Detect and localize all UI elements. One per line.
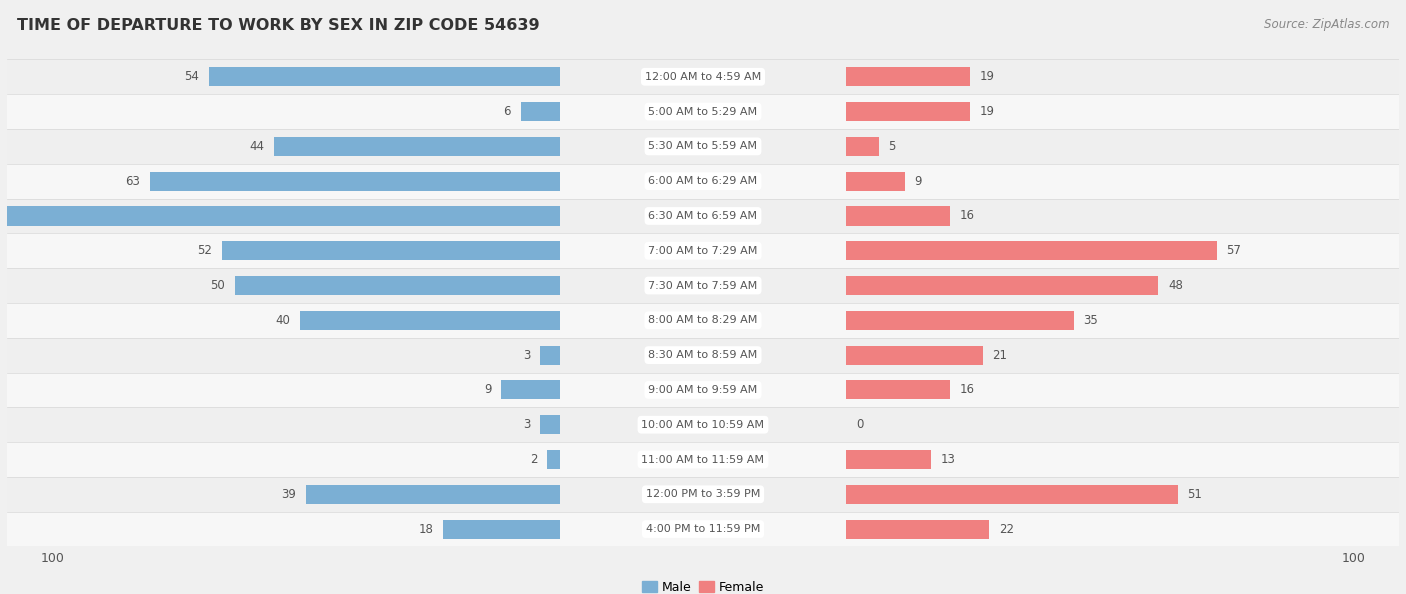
Bar bbox=[846, 346, 983, 365]
Text: 52: 52 bbox=[197, 244, 212, 257]
Bar bbox=[0, 407, 1406, 442]
Bar bbox=[846, 450, 931, 469]
Text: 16: 16 bbox=[960, 210, 974, 223]
Bar bbox=[307, 485, 560, 504]
Bar bbox=[0, 338, 1406, 372]
Text: 6:00 AM to 6:29 AM: 6:00 AM to 6:29 AM bbox=[648, 176, 758, 186]
Bar bbox=[846, 485, 1178, 504]
Bar bbox=[150, 172, 560, 191]
Text: 16: 16 bbox=[960, 383, 974, 396]
Bar bbox=[846, 172, 904, 191]
Bar bbox=[208, 67, 560, 86]
Bar bbox=[0, 164, 1406, 198]
Bar bbox=[222, 241, 560, 260]
Bar bbox=[846, 137, 879, 156]
Bar bbox=[502, 380, 560, 400]
Text: Source: ZipAtlas.com: Source: ZipAtlas.com bbox=[1264, 18, 1389, 31]
Bar bbox=[0, 233, 1406, 268]
Text: 5: 5 bbox=[889, 140, 896, 153]
Bar bbox=[0, 198, 1406, 233]
Text: 18: 18 bbox=[418, 523, 433, 536]
Bar bbox=[540, 346, 560, 365]
Text: 2: 2 bbox=[530, 453, 537, 466]
Text: TIME OF DEPARTURE TO WORK BY SEX IN ZIP CODE 54639: TIME OF DEPARTURE TO WORK BY SEX IN ZIP … bbox=[17, 18, 540, 33]
Bar bbox=[846, 276, 1159, 295]
Bar bbox=[0, 268, 1406, 303]
Bar bbox=[0, 59, 1406, 94]
Text: 12:00 AM to 4:59 AM: 12:00 AM to 4:59 AM bbox=[645, 72, 761, 82]
Bar bbox=[520, 102, 560, 121]
Bar bbox=[846, 67, 970, 86]
Text: 54: 54 bbox=[184, 70, 198, 83]
Text: 22: 22 bbox=[998, 523, 1014, 536]
Legend: Male, Female: Male, Female bbox=[637, 576, 769, 594]
Bar bbox=[443, 520, 560, 539]
Text: 12:00 PM to 3:59 PM: 12:00 PM to 3:59 PM bbox=[645, 489, 761, 500]
Text: 63: 63 bbox=[125, 175, 141, 188]
Text: 5:30 AM to 5:59 AM: 5:30 AM to 5:59 AM bbox=[648, 141, 758, 151]
Bar bbox=[846, 241, 1216, 260]
Bar bbox=[0, 442, 1406, 477]
Text: 10:00 AM to 10:59 AM: 10:00 AM to 10:59 AM bbox=[641, 420, 765, 429]
Bar bbox=[846, 206, 950, 226]
Text: 40: 40 bbox=[276, 314, 290, 327]
Text: 57: 57 bbox=[1226, 244, 1241, 257]
Bar bbox=[0, 477, 1406, 511]
Bar bbox=[0, 206, 560, 226]
Text: 6:30 AM to 6:59 AM: 6:30 AM to 6:59 AM bbox=[648, 211, 758, 221]
Text: 5:00 AM to 5:29 AM: 5:00 AM to 5:29 AM bbox=[648, 106, 758, 116]
Text: 11:00 AM to 11:59 AM: 11:00 AM to 11:59 AM bbox=[641, 454, 765, 465]
Text: 13: 13 bbox=[941, 453, 955, 466]
Text: 35: 35 bbox=[1084, 314, 1098, 327]
Bar bbox=[540, 415, 560, 434]
Bar bbox=[846, 520, 990, 539]
Text: 9:00 AM to 9:59 AM: 9:00 AM to 9:59 AM bbox=[648, 385, 758, 395]
Text: 48: 48 bbox=[1168, 279, 1182, 292]
Text: 19: 19 bbox=[980, 70, 994, 83]
Bar bbox=[0, 303, 1406, 338]
Text: 21: 21 bbox=[993, 349, 1008, 362]
Text: 3: 3 bbox=[523, 349, 530, 362]
Text: 8:00 AM to 8:29 AM: 8:00 AM to 8:29 AM bbox=[648, 315, 758, 326]
Text: 3: 3 bbox=[523, 418, 530, 431]
Text: 9: 9 bbox=[484, 383, 492, 396]
Text: 7:00 AM to 7:29 AM: 7:00 AM to 7:29 AM bbox=[648, 246, 758, 256]
Text: 0: 0 bbox=[856, 418, 863, 431]
Text: 51: 51 bbox=[1188, 488, 1202, 501]
Text: 8:30 AM to 8:59 AM: 8:30 AM to 8:59 AM bbox=[648, 350, 758, 360]
Bar bbox=[235, 276, 560, 295]
Bar bbox=[846, 311, 1074, 330]
Bar bbox=[0, 129, 1406, 164]
Bar bbox=[547, 450, 560, 469]
Text: 9: 9 bbox=[914, 175, 922, 188]
Bar bbox=[846, 380, 950, 400]
Text: 19: 19 bbox=[980, 105, 994, 118]
Bar bbox=[0, 511, 1406, 546]
Bar bbox=[846, 102, 970, 121]
Bar bbox=[274, 137, 560, 156]
Text: 7:30 AM to 7:59 AM: 7:30 AM to 7:59 AM bbox=[648, 280, 758, 290]
Text: 6: 6 bbox=[503, 105, 512, 118]
Text: 50: 50 bbox=[209, 279, 225, 292]
Text: 39: 39 bbox=[281, 488, 297, 501]
Text: 4:00 PM to 11:59 PM: 4:00 PM to 11:59 PM bbox=[645, 524, 761, 534]
Bar bbox=[0, 372, 1406, 407]
Bar bbox=[299, 311, 560, 330]
Text: 44: 44 bbox=[249, 140, 264, 153]
Bar bbox=[0, 94, 1406, 129]
